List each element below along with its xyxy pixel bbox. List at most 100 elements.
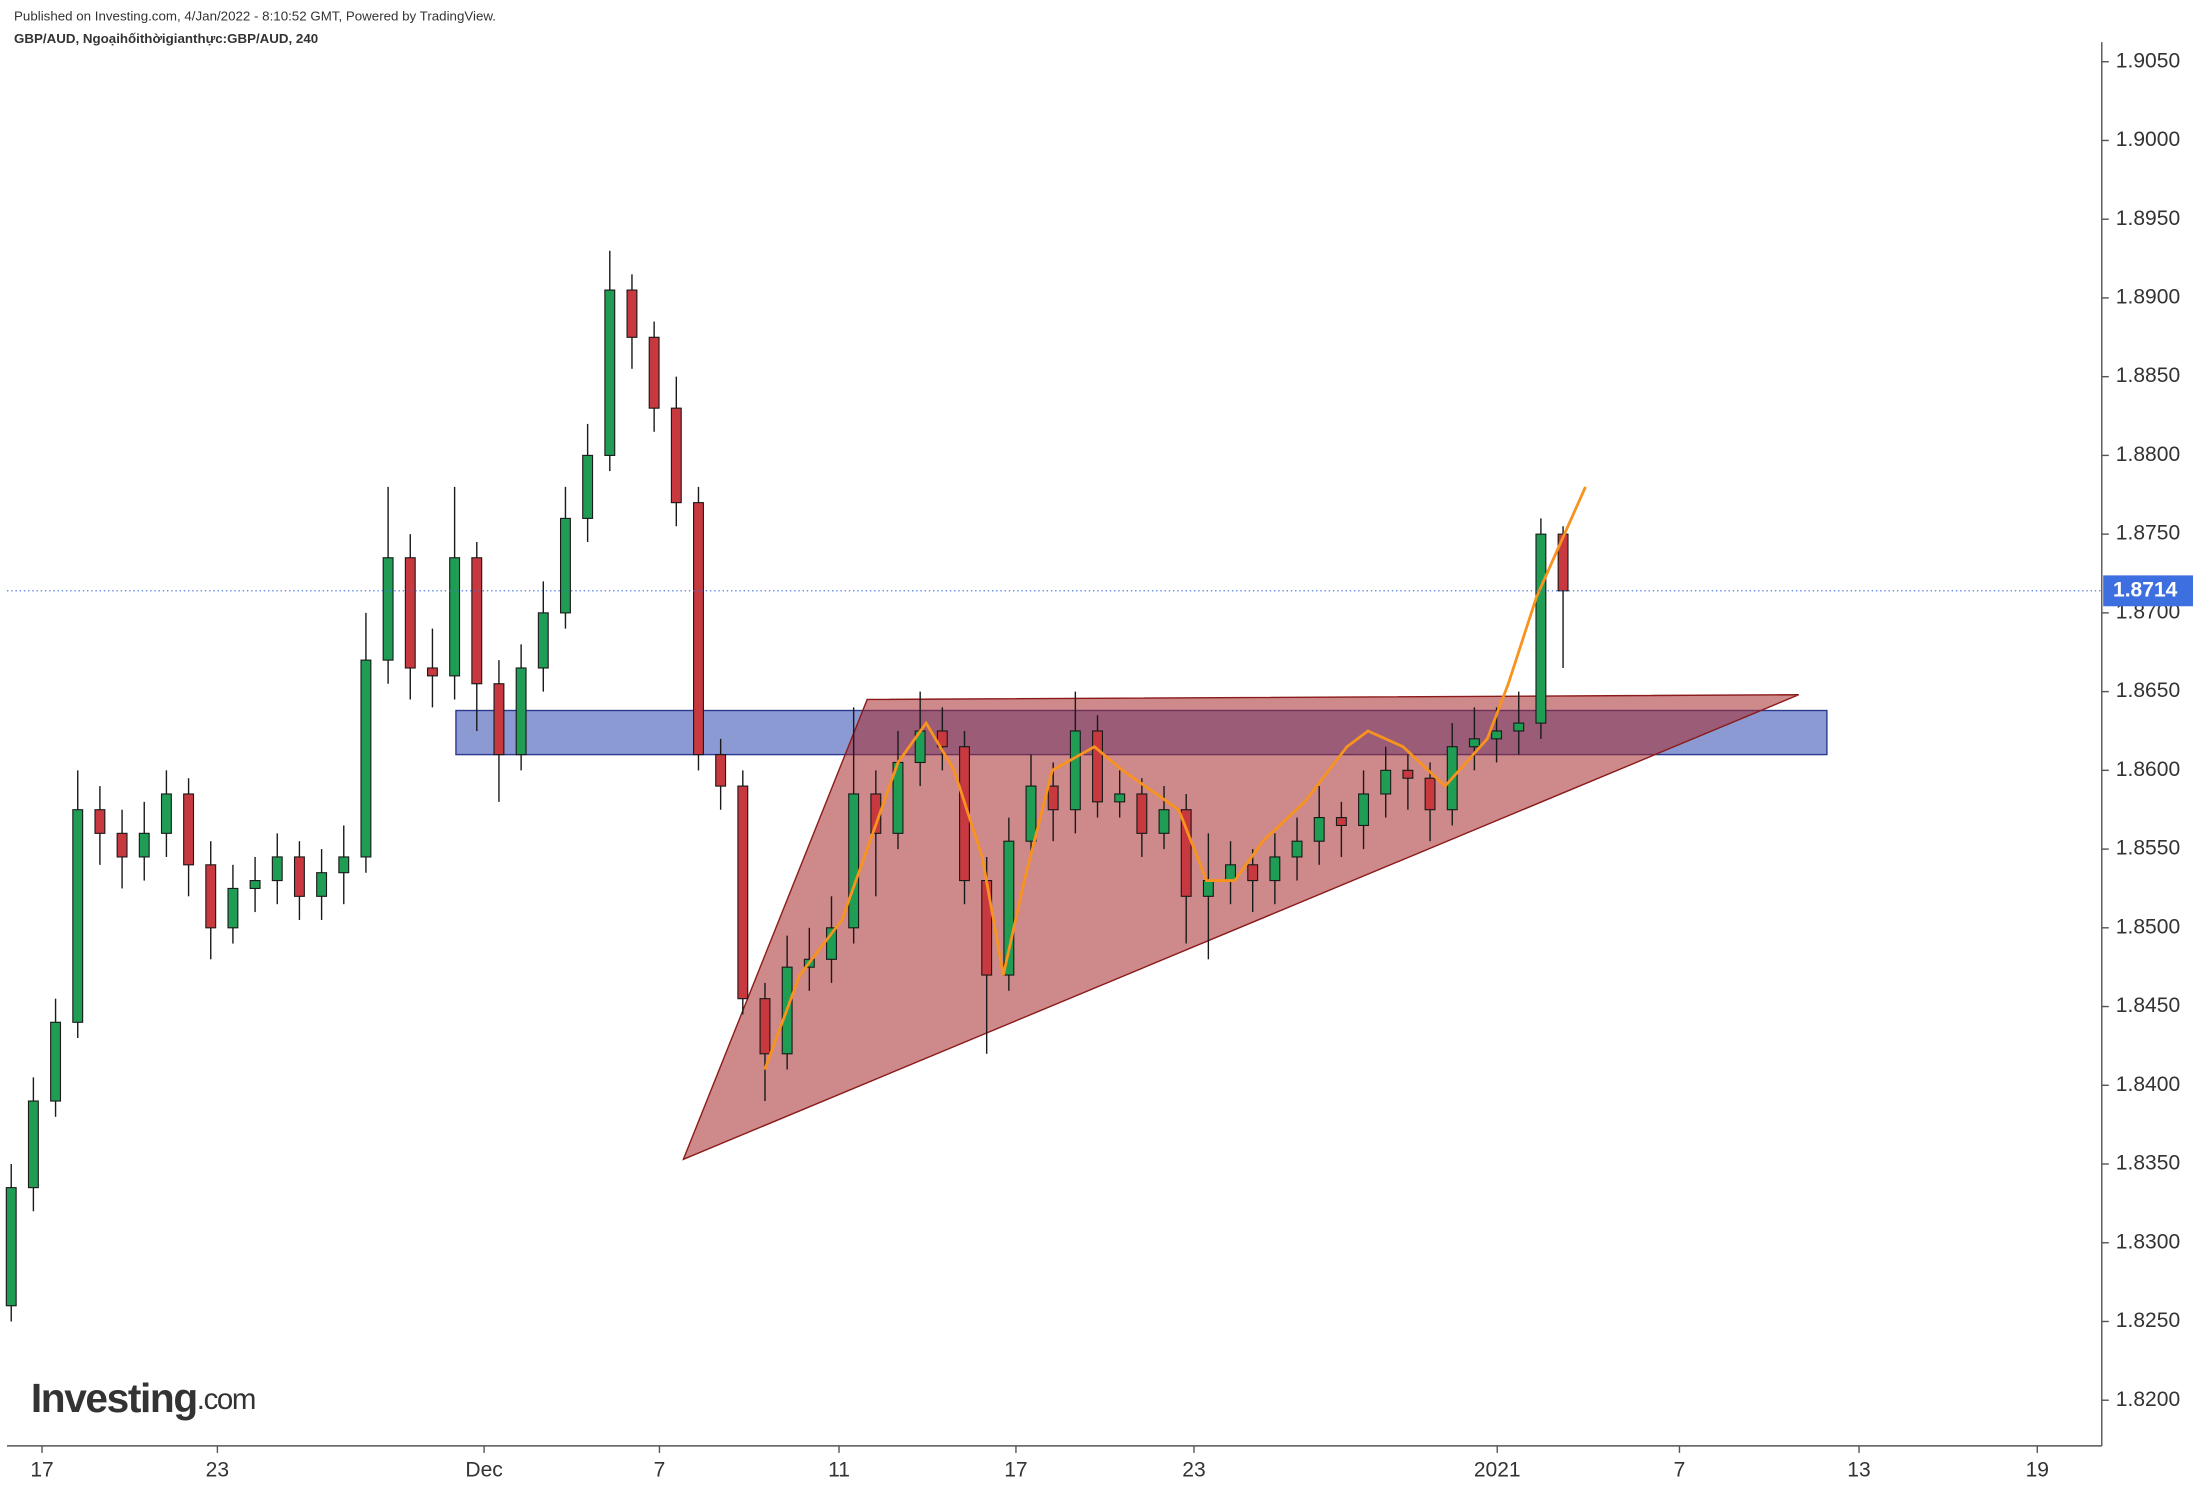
y-tick-label: 1.8250 (2116, 1309, 2180, 1332)
chart-title: GBP/AUD, Ngoạihốithờigianthực:GBP/AUD, 2… (14, 31, 318, 46)
x-tick-label: 23 (1182, 1459, 1205, 1482)
candle-body (737, 785, 749, 1000)
candle-body (1535, 533, 1547, 724)
candle-body (1358, 793, 1370, 827)
candle-body (1069, 730, 1081, 811)
candle-body (1047, 785, 1059, 811)
x-tick-label: 17 (30, 1459, 53, 1482)
candle-body (426, 667, 438, 677)
candle-body (1247, 864, 1259, 882)
x-tick-label: 7 (654, 1459, 666, 1482)
candle-body (648, 336, 660, 409)
plot-area (5, 250, 1828, 1322)
candle-body (449, 557, 461, 677)
candle-body (249, 880, 261, 890)
candle-body (1180, 809, 1192, 897)
candle-body (360, 659, 372, 858)
candle-body (515, 667, 527, 756)
candle-body (848, 793, 860, 929)
y-tick-label: 1.8750 (2116, 522, 2180, 545)
candle-body (50, 1021, 62, 1102)
candle-body (1380, 769, 1392, 795)
y-tick-label: 1.8650 (2116, 679, 2180, 702)
moving-average (763, 486, 1587, 1071)
candle-body (537, 612, 549, 669)
candle-body (670, 407, 682, 504)
x-tick-label: Dec (465, 1459, 502, 1482)
logo-brand: Investing (31, 1375, 197, 1421)
x-tick-label: 7 (1674, 1459, 1686, 1482)
candle-body (404, 557, 416, 669)
y-tick-label: 1.8950 (2116, 207, 2180, 230)
candle-body (338, 856, 350, 874)
candle-body (715, 754, 727, 787)
candle-body (1491, 730, 1503, 740)
candle-body (1225, 864, 1237, 882)
candle-body (1335, 817, 1347, 827)
candle-body (1158, 809, 1170, 834)
candle-body (116, 832, 128, 858)
y-tick-label: 1.8300 (2116, 1230, 2180, 1253)
x-tick-label: 19 (2026, 1459, 2049, 1482)
candle-body (559, 517, 571, 614)
y-tick-label: 1.8500 (2116, 915, 2180, 938)
logo-suffix: .com (197, 1383, 255, 1416)
header: Published on Investing.com, 4/Jan/2022 -… (14, 8, 496, 23)
y-tick-label: 1.8450 (2116, 994, 2180, 1017)
candle-body (72, 809, 84, 1023)
y-tick-label: 1.8800 (2116, 443, 2180, 466)
candle-body (471, 557, 483, 685)
y-tick-label: 1.9000 (2116, 128, 2180, 151)
candle-body (1003, 840, 1015, 976)
y-tick-label: 1.8550 (2116, 837, 2180, 860)
last-price-tag (2103, 575, 2193, 607)
candle-body (382, 557, 394, 661)
y-tick-label: 1.9050 (2116, 49, 2180, 72)
candle-body (5, 1187, 17, 1307)
x-tick-label: 11 (828, 1459, 850, 1482)
candle-body (1468, 738, 1480, 748)
candle-body (826, 927, 837, 960)
candle-body (1025, 785, 1037, 842)
candle-body (604, 289, 616, 456)
y-tick-label: 1.8900 (2116, 285, 2180, 308)
x-tick-label: 17 (1004, 1459, 1027, 1482)
y-tick-label: 1.8400 (2116, 1073, 2180, 1096)
y-tick-label: 1.8850 (2116, 364, 2180, 387)
candle-body (1291, 840, 1303, 858)
candle-body (1202, 880, 1214, 897)
candle-body (1424, 777, 1436, 811)
x-tick-label: 23 (206, 1459, 229, 1482)
x-tick-label: 13 (1847, 1459, 1870, 1482)
candle-body (160, 793, 172, 834)
candle-body (27, 1100, 39, 1189)
candle-body (1313, 817, 1325, 842)
candle-body (626, 289, 638, 338)
logo: Investing.com (31, 1375, 255, 1421)
candle-body (1269, 856, 1281, 882)
candle-body (183, 793, 195, 866)
y-tick-label: 1.8200 (2116, 1388, 2180, 1411)
candle-body (1092, 730, 1103, 803)
candle-body (205, 864, 217, 929)
candle-body (293, 856, 305, 897)
y-tick-label: 1.8600 (2116, 758, 2180, 781)
candle-body (1114, 793, 1126, 803)
x-tick-label: 2021 (1474, 1459, 1521, 1482)
candle-body (1136, 793, 1148, 834)
candle-body (271, 856, 283, 882)
candle-body (582, 454, 594, 519)
candle-body (759, 998, 771, 1055)
candle-body (316, 872, 328, 897)
candle-body (1402, 769, 1414, 779)
candle-body (138, 832, 150, 858)
candle-body (936, 730, 948, 748)
candle-body (227, 887, 239, 929)
candle-body (94, 809, 106, 834)
candle-body (493, 683, 505, 756)
last-price-label: 1.8714 (2113, 578, 2178, 601)
candle-body (1513, 722, 1525, 732)
candle-body (693, 502, 704, 756)
